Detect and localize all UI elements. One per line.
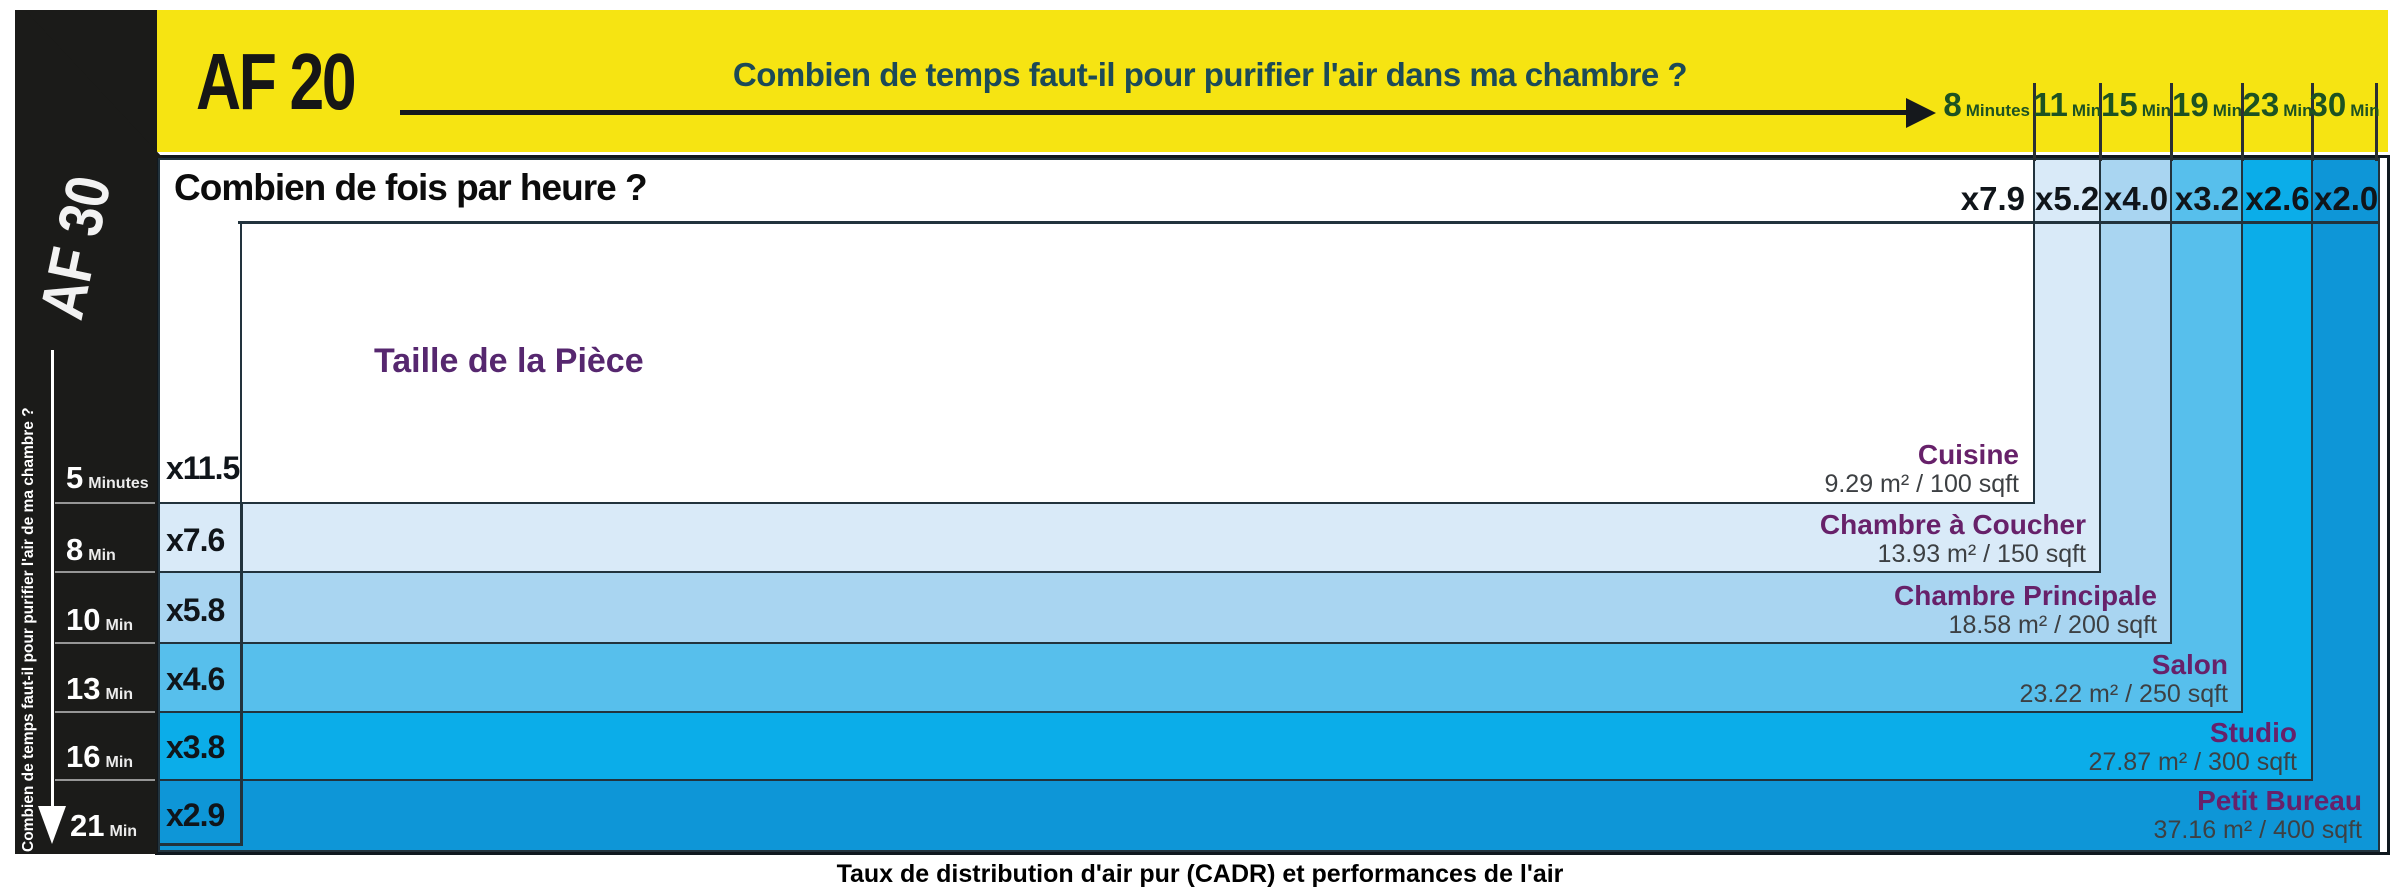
- time-value: 16: [66, 739, 101, 774]
- room-size: 23.22 m² / 250 sqft: [2019, 679, 2228, 708]
- af20-rate-4: x3.2: [2174, 180, 2240, 217]
- down-arrow-head-icon: [38, 806, 66, 844]
- time-unit: Min: [105, 754, 134, 771]
- af30-rate-6: x2.9: [166, 797, 225, 833]
- column-line-2: [2099, 83, 2102, 161]
- time-value: 11: [2032, 86, 2068, 123]
- af30-time-5: 16 Min: [66, 739, 133, 775]
- column-line-6: [2375, 83, 2378, 161]
- room-size: 13.93 m² / 150 sqft: [1877, 539, 2086, 568]
- down-arrow-shaft: [51, 350, 54, 808]
- time-unit: Minutes: [88, 475, 149, 492]
- af20-time-5: 23 Min: [2242, 86, 2313, 126]
- time-value: 21: [70, 808, 105, 843]
- sidebar-row-line-4: [55, 711, 155, 713]
- af20-time-2: 11 Min: [2032, 86, 2102, 126]
- room-label-studio: Studio 27.87 m² / 300 sqft: [2089, 718, 2297, 777]
- time-unit: Min: [105, 617, 134, 634]
- time-value: 8: [66, 532, 84, 567]
- room-name: Chambre à Coucher: [1819, 509, 2086, 540]
- time-value: 5: [66, 460, 84, 495]
- footer-caption: Taux de distribution d'air pur (CADR) et…: [836, 860, 1564, 888]
- room-label-chambre-principale: Chambre Principale 18.58 m² / 200 sqft: [1894, 581, 2157, 640]
- room-name: Petit Bureau: [2197, 785, 2362, 816]
- sidebar-row-line-2: [55, 571, 155, 573]
- af20-time-4: 19 Min: [2172, 86, 2242, 126]
- column-line-5: [2311, 83, 2314, 161]
- rate-column-divider-line: [240, 504, 243, 846]
- sidebar-question: Combien de temps faut-il pour purifier l…: [20, 407, 37, 852]
- room-size-section-label: Taille de la Pièce: [374, 342, 644, 380]
- column-line-1: [2033, 83, 2036, 161]
- af30-time-4: 13 Min: [66, 671, 133, 707]
- time-unit: Min: [109, 823, 138, 840]
- time-value: 13: [66, 671, 101, 706]
- time-unit: Min: [2141, 101, 2171, 120]
- af30-rate-2: x7.6: [166, 522, 225, 558]
- af20-product-label: AF 20: [196, 37, 357, 126]
- right-arrow-head-icon: [1906, 98, 1936, 128]
- af20-rate-1: x7.9: [1960, 180, 2025, 217]
- column-line-4: [2241, 83, 2244, 161]
- time-unit: Min: [105, 686, 134, 703]
- room-label-chambre-a-coucher: Chambre à Coucher 13.93 m² / 150 sqft: [1820, 510, 2086, 569]
- time-value: 30: [2309, 86, 2347, 123]
- af20-rate-5: x2.6: [2245, 180, 2310, 217]
- air-changes-question: Combien de fois par heure ?: [174, 167, 648, 208]
- room-name: Chambre Principale: [1894, 580, 2157, 611]
- header-row-separator-line: [238, 221, 2380, 224]
- af20-time-3: 15 Min: [2101, 86, 2171, 126]
- time-unit: Min: [88, 547, 116, 564]
- af30-rate-1: x11.5: [166, 450, 240, 486]
- af30-rate-4: x4.6: [166, 661, 225, 697]
- room-size: 27.87 m² / 300 sqft: [2088, 747, 2297, 776]
- time-value: 15: [2101, 86, 2138, 123]
- time-unit: Min: [2212, 101, 2242, 120]
- column-line-3: [2170, 83, 2173, 161]
- room-name: Studio: [2209, 717, 2297, 748]
- af30-time-2: 8 Min: [66, 532, 116, 568]
- sidebar-row-line-1: [55, 502, 155, 504]
- time-value: 19: [2172, 86, 2209, 123]
- time-value: 23: [2242, 86, 2280, 123]
- af20-time-6: 30 Min: [2310, 86, 2380, 126]
- af20-rate-3: x4.0: [2103, 180, 2169, 217]
- header-question: Combien de temps faut-il pour purifier l…: [732, 56, 1688, 93]
- room-label-cuisine: Cuisine 9.29 m² / 100 sqft: [1824, 440, 2019, 499]
- room-size: 18.58 m² / 200 sqft: [1948, 610, 2157, 639]
- sidebar-row-line-3: [55, 642, 155, 644]
- af30-rate-3: x5.8: [166, 592, 225, 628]
- time-value: 8: [1943, 86, 1962, 123]
- af20-time-1: 8 Minutes: [1930, 86, 2030, 126]
- af20-rate-2: x5.2: [2035, 180, 2100, 217]
- time-unit: Min: [2071, 101, 2102, 120]
- room-label-petit-bureau: Petit Bureau 37.16 m² / 400 sqft: [2154, 786, 2362, 845]
- af30-time-3: 10 Min: [66, 602, 133, 638]
- af20-rate-6: x2.0: [2314, 180, 2379, 217]
- sidebar-row-line-5: [55, 779, 155, 781]
- room-size: 9.29 m² / 100 sqft: [1824, 469, 2019, 498]
- room-name: Salon: [2151, 649, 2228, 680]
- header-banner: [15, 10, 2388, 152]
- af30-time-1: 5 Minutes: [66, 460, 149, 496]
- rate-column-bottom-line: [158, 843, 243, 846]
- af30-rate-5: x3.8: [166, 729, 225, 765]
- af30-time-6: 21 Min: [70, 808, 137, 844]
- time-unit: Min: [2283, 101, 2313, 120]
- time-unit: Min: [2350, 101, 2380, 120]
- room-size: 37.16 m² / 400 sqft: [2153, 815, 2362, 844]
- room-name: Cuisine: [1917, 439, 2019, 470]
- time-unit: Minutes: [1965, 101, 2030, 120]
- room-label-salon: Salon 23.22 m² / 250 sqft: [2020, 650, 2228, 709]
- time-value: 10: [66, 602, 101, 637]
- right-arrow-shaft: [400, 110, 1908, 115]
